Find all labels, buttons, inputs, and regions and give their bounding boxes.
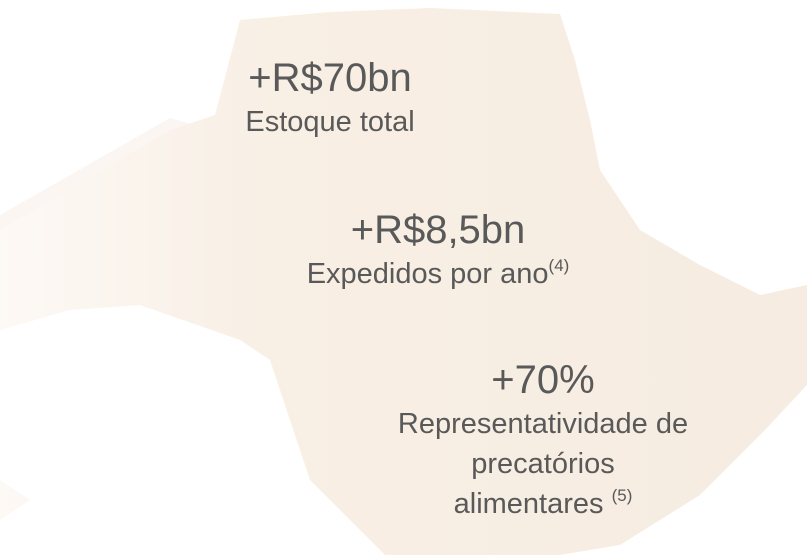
stat-value: +R$8,5bn [350,208,526,252]
stat: +70% Representatividade de precatórios a… [398,356,688,524]
stat-label: alimentares (5) [398,484,688,524]
stat-value: +R$70bn [248,56,412,100]
stat-label-text: Expedidos por ano [306,258,549,290]
stat-label: Expedidos por ano(4) [307,254,570,294]
stat-label: Estoque total [245,106,415,138]
stat: +R$70bn Estoque total [245,54,414,142]
stat-value: +70% [491,358,595,402]
stat-label-text: alimentares [453,488,604,520]
footnote: (5) [611,486,633,505]
stat-label: precatórios [471,448,615,480]
stat: +R$8,5bn Expedidos por ano(4) [307,206,570,294]
stat-label: Representatividade de [397,408,689,440]
footnote: (4) [548,256,570,275]
map-state [0,8,807,555]
